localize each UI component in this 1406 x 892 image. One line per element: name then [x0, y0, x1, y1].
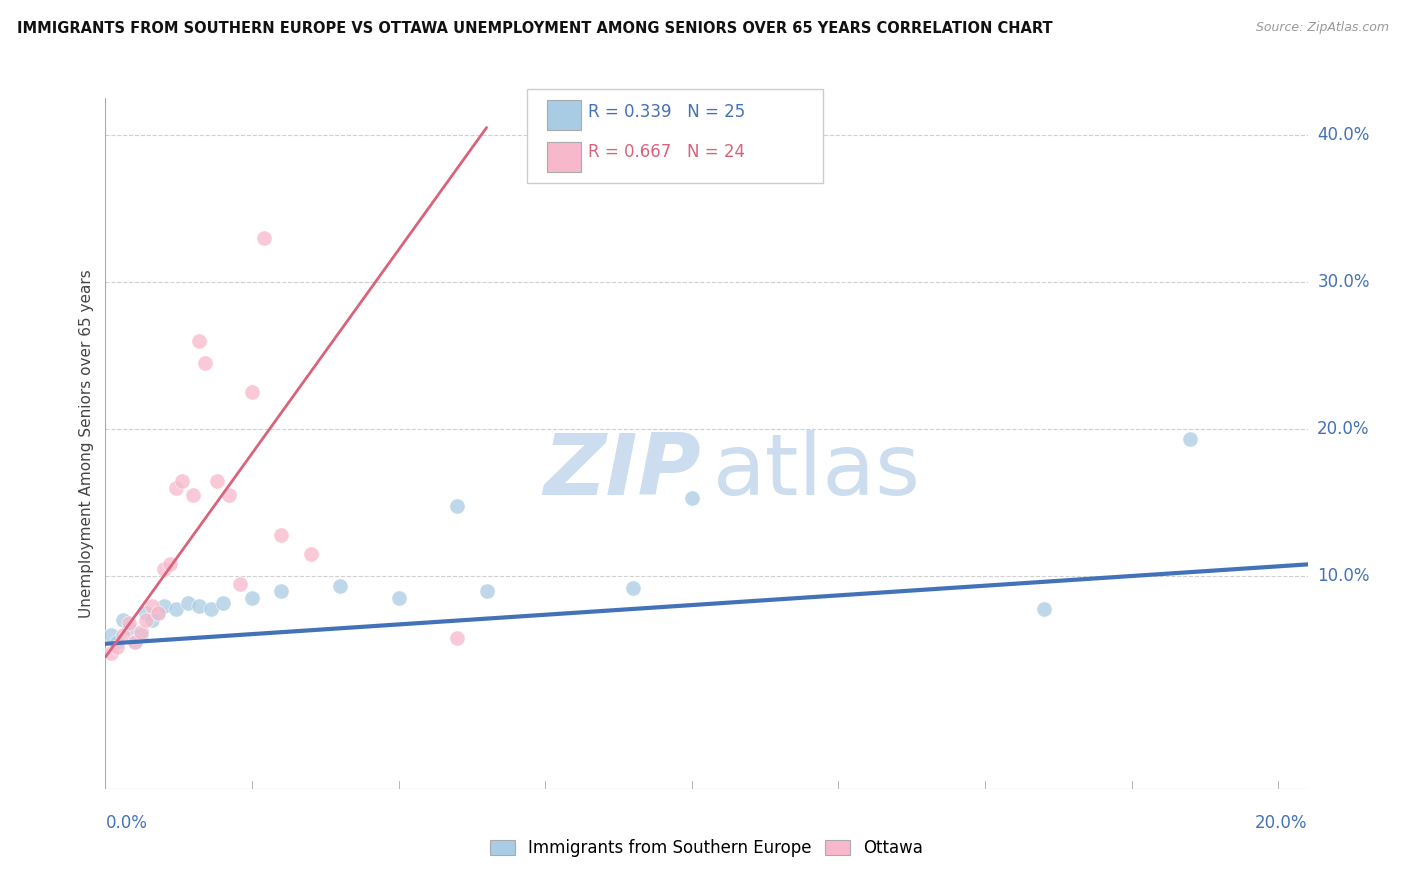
Text: 20.0%: 20.0% [1256, 814, 1308, 831]
Point [194, 356, 217, 370]
Point [148, 606, 170, 620]
Point [100, 628, 122, 642]
Point [124, 635, 146, 649]
Point [475, 583, 498, 598]
Text: R = 0.667   N = 24: R = 0.667 N = 24 [588, 143, 745, 161]
Point [446, 499, 468, 513]
Point [299, 547, 322, 561]
Point [218, 488, 240, 502]
Point [165, 601, 187, 615]
Point [153, 599, 176, 613]
Point [1032, 601, 1054, 615]
Point [129, 628, 152, 642]
Text: Source: ZipAtlas.com: Source: ZipAtlas.com [1256, 21, 1389, 35]
Point [118, 621, 141, 635]
Point [200, 601, 222, 615]
Point [170, 474, 193, 488]
Point [159, 558, 181, 572]
Point [112, 628, 135, 642]
Point [118, 616, 141, 631]
Text: 0.0%: 0.0% [105, 814, 148, 831]
Point [229, 576, 252, 591]
Y-axis label: Unemployment Among Seniors over 65 years: Unemployment Among Seniors over 65 years [79, 269, 94, 618]
Point [183, 488, 205, 502]
Text: IMMIGRANTS FROM SOUTHERN EUROPE VS OTTAWA UNEMPLOYMENT AMONG SENIORS OVER 65 YEA: IMMIGRANTS FROM SOUTHERN EUROPE VS OTTAW… [17, 21, 1053, 37]
Point [329, 579, 352, 593]
Point [446, 631, 468, 645]
Point [211, 596, 233, 610]
Point [135, 613, 157, 627]
Point [388, 591, 411, 606]
Point [188, 334, 211, 348]
Point [135, 606, 157, 620]
Legend: Immigrants from Southern Europe, Ottawa: Immigrants from Southern Europe, Ottawa [484, 833, 929, 864]
Point [681, 491, 703, 506]
Point [153, 562, 176, 576]
Text: R = 0.339   N = 25: R = 0.339 N = 25 [588, 103, 745, 120]
Point [176, 596, 198, 610]
Text: 40.0%: 40.0% [1317, 126, 1369, 144]
Point [129, 625, 152, 640]
Point [112, 613, 135, 627]
Point [105, 640, 128, 654]
Point [188, 599, 211, 613]
Point [105, 635, 128, 649]
Text: 10.0%: 10.0% [1317, 567, 1369, 585]
Point [141, 613, 163, 627]
Point [205, 474, 228, 488]
Text: ZIP: ZIP [543, 430, 700, 513]
Point [621, 581, 644, 595]
Point [148, 606, 170, 620]
Point [253, 231, 276, 245]
Point [240, 591, 263, 606]
Point [240, 385, 263, 400]
Point [270, 528, 292, 542]
Point [1180, 433, 1202, 447]
Text: 20.0%: 20.0% [1317, 420, 1369, 438]
Point [100, 646, 122, 660]
Point [270, 583, 292, 598]
Point [124, 635, 146, 649]
Point [141, 599, 163, 613]
Point [165, 481, 187, 495]
Text: atlas: atlas [713, 430, 921, 513]
Text: 30.0%: 30.0% [1317, 273, 1369, 291]
